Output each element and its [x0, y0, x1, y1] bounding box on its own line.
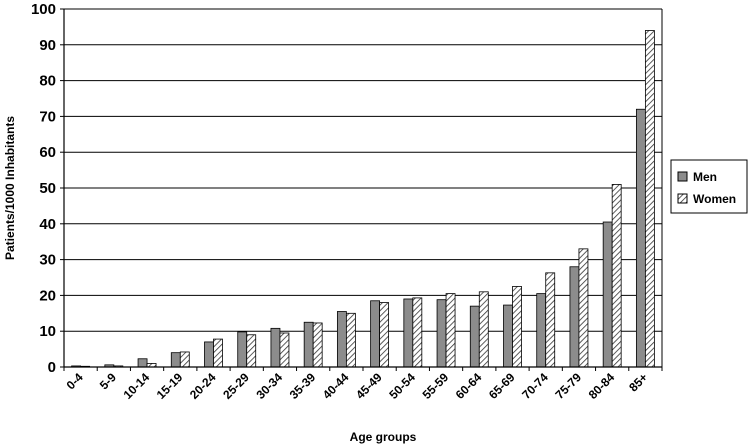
bar-men [403, 298, 414, 368]
x-tick-label: 60-64 [453, 370, 485, 402]
x-tick-label: 0-4 [64, 370, 86, 392]
x-tick-label: 80-84 [586, 370, 618, 402]
bar-women [644, 30, 655, 368]
y-tick-label: 90 [39, 37, 56, 54]
y-tick-labels: 0 10 20 30 40 50 60 70 80 90 100 [31, 1, 56, 376]
bar-men [503, 304, 513, 368]
bar-women [578, 248, 589, 368]
y-tick-label: 10 [39, 323, 56, 340]
legend-frame [670, 159, 748, 214]
y-tick-label: 100 [31, 1, 56, 18]
bar-men [569, 266, 580, 368]
bar-men [170, 352, 181, 368]
x-tick-label: 5-9 [97, 370, 119, 392]
bar-men [536, 293, 547, 368]
x-tick-label: 70-74 [519, 370, 551, 402]
y-tick-label: 50 [39, 180, 56, 197]
y-tick-label: 0 [48, 359, 56, 376]
x-tick-label: 35-39 [287, 370, 319, 402]
x-tick-label: 25-29 [220, 370, 252, 402]
y-tick-label: 20 [39, 287, 56, 304]
bar-women [213, 338, 223, 368]
x-tick-label: 15-19 [154, 370, 186, 402]
bar-men [204, 341, 214, 368]
bar-women [279, 332, 290, 368]
x-tick-label: 45-49 [353, 370, 385, 402]
bar-men [469, 305, 480, 368]
gridlines [64, 8, 662, 332]
legend-swatch-men [677, 171, 688, 182]
x-tick-labels: 0-4 5-9 10-14 15-19 20-24 25-29 30-34 35-39 40-4… [64, 370, 651, 402]
legend-label-men: Men [693, 170, 717, 184]
bar-women [312, 322, 323, 368]
bar-women [379, 302, 390, 368]
y-axis-title: Patients/1000 Inhabitants [3, 116, 17, 260]
bar-men [635, 108, 646, 368]
bar-men [237, 331, 248, 368]
bar-men [370, 300, 381, 368]
legend-swatch-women [677, 193, 688, 204]
legend-label-women: Women [693, 192, 736, 206]
bar-women [611, 184, 622, 368]
y-tick-label: 70 [39, 108, 56, 125]
x-axis-title: Age groups [350, 430, 417, 444]
x-tick-label: 65-69 [486, 370, 518, 402]
legend: Men Women [670, 159, 748, 214]
x-tick-label: 40-44 [320, 370, 352, 402]
x-tick-label: 30-34 [253, 370, 285, 402]
bars [71, 30, 655, 368]
x-tick-label: 10-14 [121, 370, 153, 402]
bar-women [512, 286, 522, 368]
x-tick-label: 20-24 [187, 370, 219, 402]
x-tick-label: 55-59 [420, 370, 452, 402]
axes [60, 8, 663, 371]
x-tick-label: 50-54 [386, 370, 418, 402]
bar-women [545, 272, 556, 368]
bar-men [303, 321, 314, 368]
bar-men [602, 221, 613, 368]
x-tick-label: 75-79 [552, 370, 584, 402]
y-tick-label: 60 [39, 144, 56, 161]
bar-men [336, 311, 347, 368]
bar-men [137, 358, 148, 368]
bar-women [345, 312, 356, 368]
x-tick-label: 85+ [626, 370, 650, 394]
bar-women [246, 334, 257, 368]
bar-women [445, 293, 456, 368]
bar-women [478, 291, 489, 368]
bar-men [270, 327, 281, 368]
bar-men [436, 299, 447, 368]
y-tick-label: 30 [39, 252, 56, 269]
y-tick-label: 80 [39, 73, 56, 90]
bar-women [179, 351, 190, 368]
bar-women [412, 297, 423, 368]
y-tick-label: 40 [39, 216, 56, 233]
